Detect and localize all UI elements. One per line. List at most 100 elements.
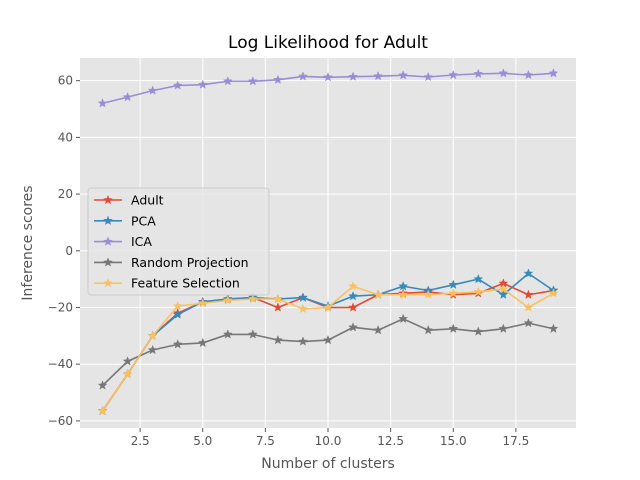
data-point [473, 273, 484, 284]
data-point [423, 324, 434, 335]
legend-label: ICA [131, 234, 152, 249]
data-point [548, 288, 559, 298]
legend-item: PCA [94, 213, 156, 228]
data-point [523, 302, 534, 312]
data-point [247, 329, 258, 339]
legend-item: ICA [94, 234, 152, 249]
data-point [348, 281, 359, 291]
data-point [222, 295, 233, 305]
data-point [423, 71, 434, 82]
data-point [398, 289, 409, 299]
data-point [272, 334, 283, 345]
data-point [498, 289, 509, 299]
y-axis: −60 −40 −20 0 20 40 60 [48, 74, 80, 428]
legend-box [87, 187, 270, 296]
data-point [172, 300, 183, 311]
data-point [498, 323, 509, 333]
x-axis-label: Number of clusters [261, 456, 395, 472]
x-axis: 2.5 5.0 7.5 10.0 12.5 15.0 17.5 [131, 428, 530, 448]
legend: Adult PCA ICA Random Projection Feature Sele… [87, 187, 270, 296]
data-point [348, 302, 359, 312]
data-point [548, 68, 559, 78]
data-point [297, 71, 308, 81]
data-point [448, 279, 459, 290]
x-tick-label: 17.5 [503, 434, 530, 448]
data-point [448, 69, 459, 80]
data-point [498, 68, 509, 78]
data-point [398, 313, 409, 324]
data-point [97, 405, 108, 416]
legend-marker [103, 215, 113, 226]
y-tick-label: −40 [48, 357, 73, 371]
data-point [147, 85, 158, 95]
data-point [297, 336, 308, 346]
legend-item: Random Projection [94, 255, 249, 270]
data-point [222, 76, 233, 86]
data-point [297, 292, 308, 302]
data-point [122, 91, 133, 102]
data-point [323, 302, 333, 312]
series-layer [97, 68, 559, 416]
x-tick-label: 2.5 [131, 434, 150, 448]
legend-marker [103, 236, 113, 246]
y-tick-label: 0 [65, 244, 73, 258]
data-point [498, 283, 509, 294]
data-point [147, 344, 158, 355]
x-tick-label: 15.0 [440, 434, 467, 448]
y-tick-label: 60 [58, 74, 73, 88]
data-point [398, 281, 409, 291]
x-tick-label: 5.0 [193, 434, 212, 448]
data-point [97, 98, 108, 108]
legend-label: PCA [131, 213, 156, 228]
data-point [473, 286, 484, 297]
data-point [172, 80, 183, 90]
data-point [373, 70, 384, 81]
data-point [147, 330, 158, 341]
data-point [348, 71, 359, 81]
y-tick-label: −60 [48, 414, 73, 428]
legend-marker [103, 194, 113, 205]
data-point [523, 69, 534, 80]
legend-label: Feature Selection [131, 276, 240, 291]
legend-item: Feature Selection [94, 276, 240, 291]
y-tick-label: 20 [58, 187, 73, 201]
data-point [373, 289, 384, 299]
x-tick-label: 7.5 [256, 434, 275, 448]
chart-title: Log Likelihood for Adult [228, 33, 428, 53]
data-point [473, 326, 484, 336]
y-axis-label: Inference scores [20, 185, 36, 300]
data-point [172, 309, 183, 319]
data-point [323, 72, 333, 82]
data-point [523, 289, 534, 299]
data-point [272, 302, 283, 312]
data-point [548, 323, 559, 333]
data-point [197, 337, 208, 348]
data-point [222, 329, 233, 339]
data-point [398, 70, 409, 80]
y-tick-label: 40 [58, 130, 73, 144]
data-point [348, 290, 359, 301]
data-point [523, 317, 534, 328]
data-point [172, 339, 183, 349]
data-point [323, 334, 333, 345]
data-point [348, 322, 359, 332]
series-ica [97, 68, 559, 108]
data-point [297, 303, 308, 314]
legend-label: Random Projection [131, 255, 249, 270]
legend-label: Adult [131, 193, 164, 208]
x-tick-label: 10.0 [315, 434, 342, 448]
data-point [247, 293, 258, 304]
series-feature-selection [97, 281, 559, 416]
data-point [423, 289, 434, 299]
series-random-projection [97, 313, 559, 390]
data-point [272, 74, 283, 85]
data-point [448, 323, 459, 333]
data-point [122, 368, 133, 379]
data-point [448, 288, 459, 298]
data-point [197, 298, 208, 308]
data-point [247, 76, 258, 86]
data-point [122, 356, 133, 366]
y-tick-label: −20 [48, 301, 73, 315]
legend-item: Adult [94, 193, 164, 208]
